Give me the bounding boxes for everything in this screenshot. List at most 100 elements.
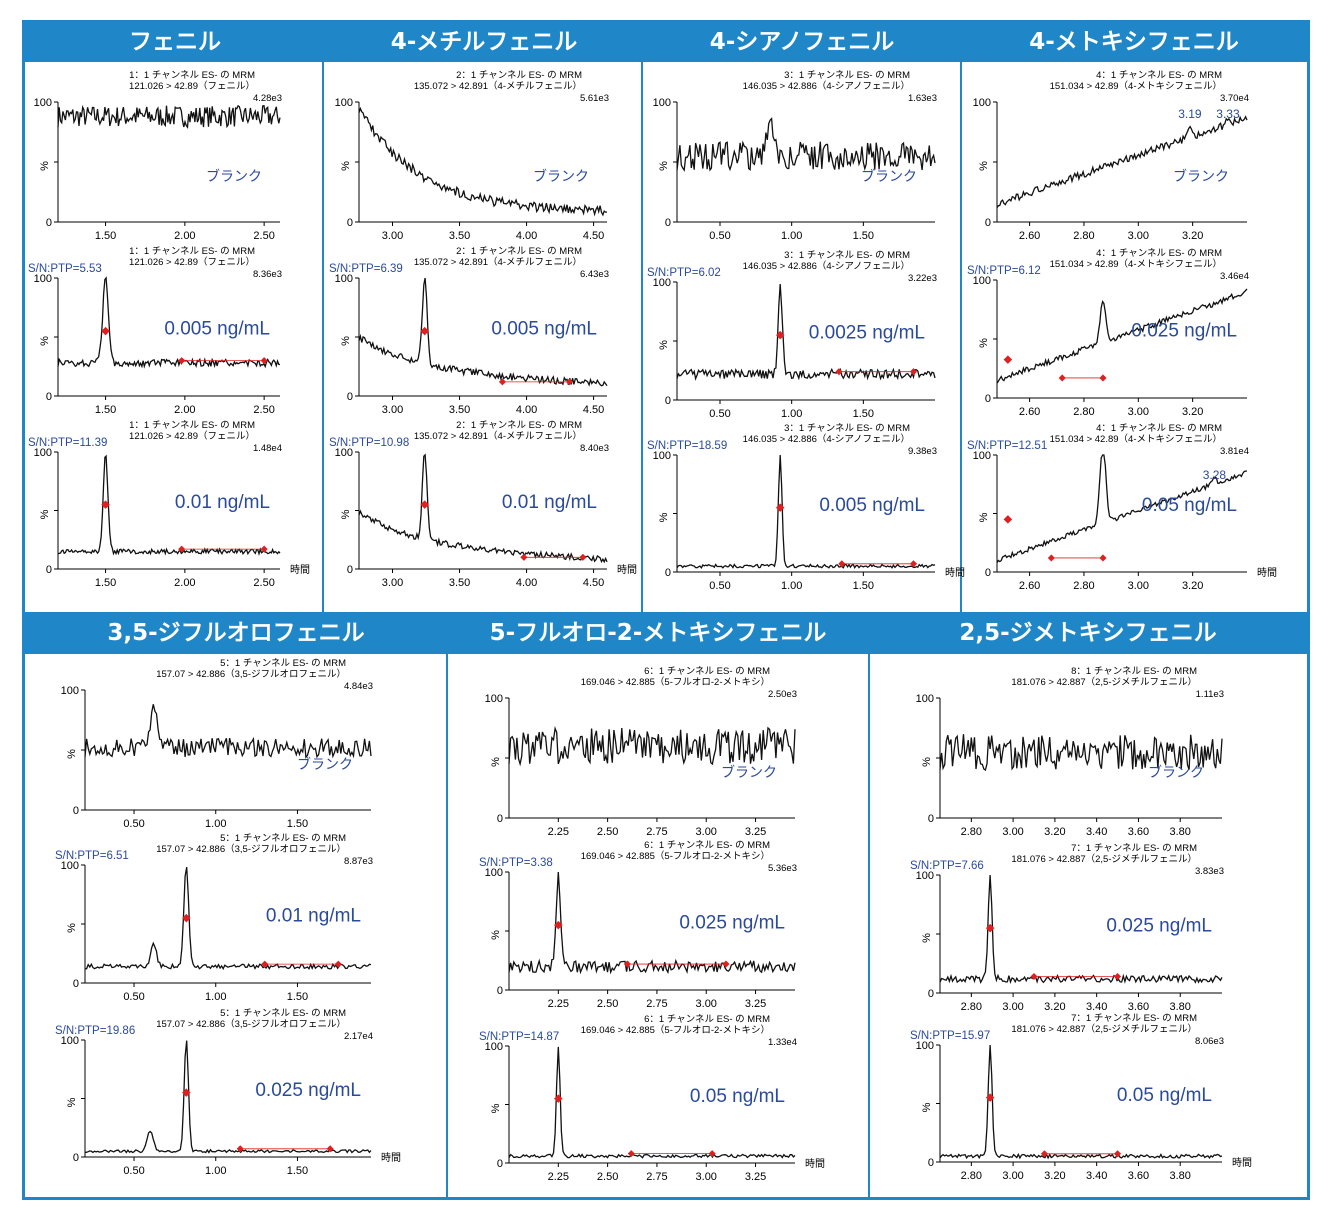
x-tick-label: 1.50 xyxy=(95,577,116,589)
channel-label: 1：1 チャンネル ES- の MRM xyxy=(129,246,255,257)
noise-marker xyxy=(1058,374,1066,382)
y-tick-label: 0 xyxy=(985,567,991,579)
y-axis-label: % xyxy=(658,512,670,522)
mrm-transition: 121.026 > 42.89（フェニル） xyxy=(129,256,255,268)
x-tick-label: 3.80 xyxy=(1170,1170,1191,1182)
peak-marker xyxy=(1003,355,1013,364)
x-tick-label: 1.00 xyxy=(205,818,226,830)
blank-label: ブランク xyxy=(1148,764,1204,780)
mrm-transition: 146.035 > 42.886（4-シアノフェニル） xyxy=(743,80,910,92)
figure-frame xyxy=(22,20,1310,1200)
mrm-transition: 157.07 > 42.886（3,5-ジフルオロフェニル） xyxy=(156,1018,346,1030)
column-divider xyxy=(446,654,448,1198)
mrm-transition: 135.072 > 42.891（4-メチルフェニル） xyxy=(414,80,582,92)
y-tick-label: 0 xyxy=(928,813,934,825)
y-axis-label: % xyxy=(39,509,51,519)
chromatogram-trace xyxy=(57,276,281,369)
chromatogram-trace xyxy=(939,1044,1223,1160)
intensity-value: 5.36e3 xyxy=(768,863,797,874)
concentration-label: 0.01 ng/mL xyxy=(266,906,361,927)
x-tick-label: 2.60 xyxy=(1019,406,1040,418)
x-axis-label: 時間 xyxy=(1232,1157,1252,1169)
channel-label: 2：1 チャンネル ES- の MRM xyxy=(456,70,582,81)
x-tick-label: 2.75 xyxy=(646,998,667,1010)
x-tick-label: 0.50 xyxy=(123,991,144,1003)
chromatogram-trace xyxy=(358,106,607,217)
blank-label: ブランク xyxy=(297,756,353,772)
x-tick-label: 0.50 xyxy=(709,580,730,592)
x-tick-label: 1.00 xyxy=(781,230,802,242)
x-tick-label: 4.00 xyxy=(516,230,537,242)
intensity-value: 8.40e3 xyxy=(580,443,609,454)
y-tick-label: 100 xyxy=(335,447,353,459)
intensity-value: 3.70e4 xyxy=(1220,93,1249,104)
y-tick-label: 0 xyxy=(347,564,353,576)
intensity-value: 4.84e3 xyxy=(344,681,373,692)
x-tick-label: 3.00 xyxy=(382,230,403,242)
channel-label: 6：1 チャンネル ES- の MRM xyxy=(644,666,770,677)
column-divider xyxy=(641,62,643,612)
y-axis-label: % xyxy=(66,749,78,759)
x-tick-label: 4.00 xyxy=(516,577,537,589)
x-tick-label: 3.00 xyxy=(1002,826,1023,838)
x-tick-label: 3.00 xyxy=(696,826,717,838)
sn-ratio-label: S/N:PTP=18.59 xyxy=(647,440,727,452)
channel-label: 3：1 チャンネル ES- の MRM xyxy=(784,423,910,434)
x-tick-label: 1.50 xyxy=(853,408,874,420)
x-tick-label: 3.50 xyxy=(449,577,470,589)
x-tick-label: 0.50 xyxy=(123,1165,144,1177)
intensity-value: 8.36e3 xyxy=(253,269,282,280)
channel-label: 1：1 チャンネル ES- の MRM xyxy=(129,70,255,81)
x-tick-label: 3.20 xyxy=(1182,230,1203,242)
noise-marker xyxy=(838,560,846,568)
x-tick-label: 1.50 xyxy=(95,404,116,416)
y-tick-label: 0 xyxy=(497,1158,503,1170)
y-tick-label: 0 xyxy=(928,988,934,1000)
y-tick-label: 100 xyxy=(916,1040,934,1052)
concentration-label: 0.0025 ng/mL xyxy=(809,323,925,344)
y-axis-label: % xyxy=(658,161,670,171)
y-tick-label: 100 xyxy=(335,273,353,285)
channel-label: 5：1 チャンネル ES- の MRM xyxy=(220,1008,346,1019)
chromatogram-trace xyxy=(57,454,281,556)
x-tick-label: 4.50 xyxy=(583,577,604,589)
x-tick-label: 1.00 xyxy=(205,991,226,1003)
mrm-transition: 181.076 > 42.887（2,5-ジメチルフェニル） xyxy=(1011,676,1197,688)
x-tick-label: 3.40 xyxy=(1086,826,1107,838)
y-tick-label: 0 xyxy=(665,567,671,579)
x-tick-label: 3.00 xyxy=(382,404,403,416)
x-tick-label: 1.50 xyxy=(853,580,874,592)
peak-marker xyxy=(101,326,110,336)
x-tick-label: 2.25 xyxy=(548,998,569,1010)
x-tick-label: 2.80 xyxy=(1073,406,1094,418)
x-tick-label: 2.80 xyxy=(1073,230,1094,242)
x-tick-label: 3.20 xyxy=(1044,1170,1065,1182)
mrm-transition: 181.076 > 42.887（2,5-ジメチルフェニル） xyxy=(1011,1023,1197,1035)
y-tick-label: 0 xyxy=(46,564,52,576)
noise-marker xyxy=(1099,554,1107,562)
x-tick-label: 1.00 xyxy=(205,1165,226,1177)
channel-label: 6：1 チャンネル ES- の MRM xyxy=(644,1014,770,1025)
concentration-label: 0.01 ng/mL xyxy=(175,492,270,513)
mrm-transition: 146.035 > 42.886（4-シアノフェニル） xyxy=(743,433,910,445)
sn-ratio-label: S/N:PTP=15.97 xyxy=(910,1030,990,1042)
chromatogram-trace xyxy=(508,1046,796,1159)
channel-label: 4：1 チャンネル ES- の MRM xyxy=(1096,248,1222,259)
x-tick-label: 3.20 xyxy=(1044,1001,1065,1013)
y-axis-label: % xyxy=(39,336,51,346)
chromatogram-trace xyxy=(358,277,608,387)
mrm-transition: 169.046 > 42.885（5-フルオロ-2-メトキシ） xyxy=(581,1024,770,1036)
y-axis-label: % xyxy=(66,1097,78,1107)
x-tick-label: 1.50 xyxy=(853,230,874,242)
intensity-value: 4.28e3 xyxy=(253,93,282,104)
y-axis-label: % xyxy=(978,338,990,348)
y-axis-label: % xyxy=(978,161,990,171)
chromatogram-trace xyxy=(996,288,1248,384)
x-tick-label: 2.00 xyxy=(174,230,195,242)
channel-label: 2：1 チャンネル ES- の MRM xyxy=(456,420,582,431)
noise-marker xyxy=(1047,554,1055,562)
y-tick-label: 100 xyxy=(973,450,991,462)
channel-label: 4：1 チャンネル ES- の MRM xyxy=(1096,70,1222,81)
noise-marker xyxy=(334,960,342,968)
chromatogram-trace xyxy=(939,734,1223,772)
